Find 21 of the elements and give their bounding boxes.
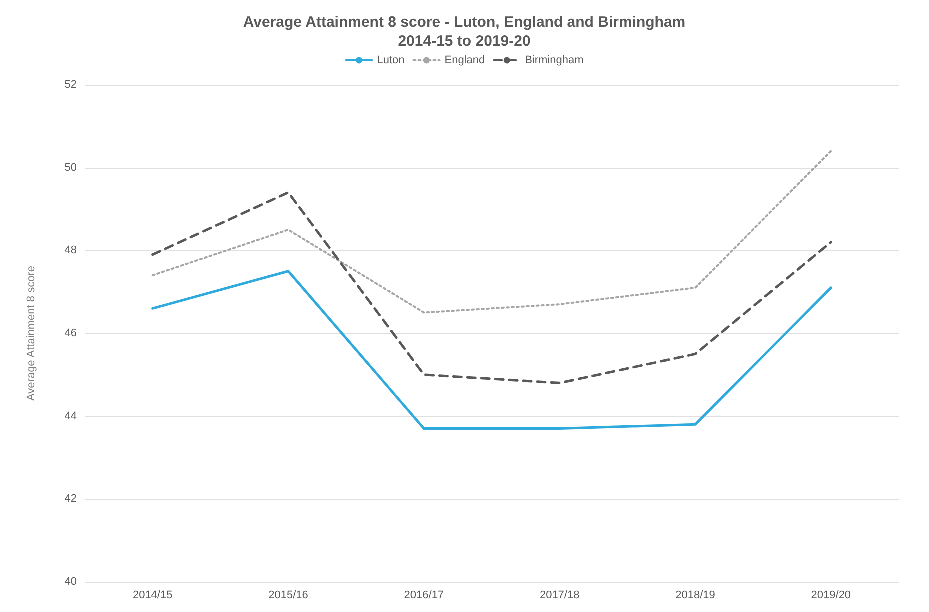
x-tick-label: 2015/16: [268, 590, 308, 602]
x-tick-label: 2016/17: [404, 590, 444, 602]
x-tick-label: 2018/19: [676, 590, 716, 602]
y-tick-label: 48: [64, 244, 77, 257]
line-series: [152, 150, 832, 314]
x-tick-label: 2019/20: [811, 590, 852, 602]
y-tick-label: 50: [64, 162, 77, 174]
x-tick-label: 2014/15: [132, 590, 173, 602]
y-tick-label: 40: [64, 576, 77, 588]
y-tick-label: 46: [64, 328, 77, 340]
x-tick-label: 2017/18: [540, 590, 580, 602]
y-axis-title: Average Attainment 8 score: [26, 266, 38, 401]
chart-title: Average Attainment 8 score - Luton, England and Birmingham 2014-15 to 2019-20: [243, 14, 686, 50]
line-series: [152, 270, 832, 430]
legend-label: Luton: [377, 54, 405, 66]
legend-label: England: [444, 54, 486, 66]
line-series: [152, 191, 832, 384]
y-tick-label: 52: [64, 79, 77, 91]
legend-label: Birmingham: [525, 54, 584, 66]
y-tick-label: 42: [64, 493, 77, 506]
y-tick-label: 44: [64, 410, 77, 422]
